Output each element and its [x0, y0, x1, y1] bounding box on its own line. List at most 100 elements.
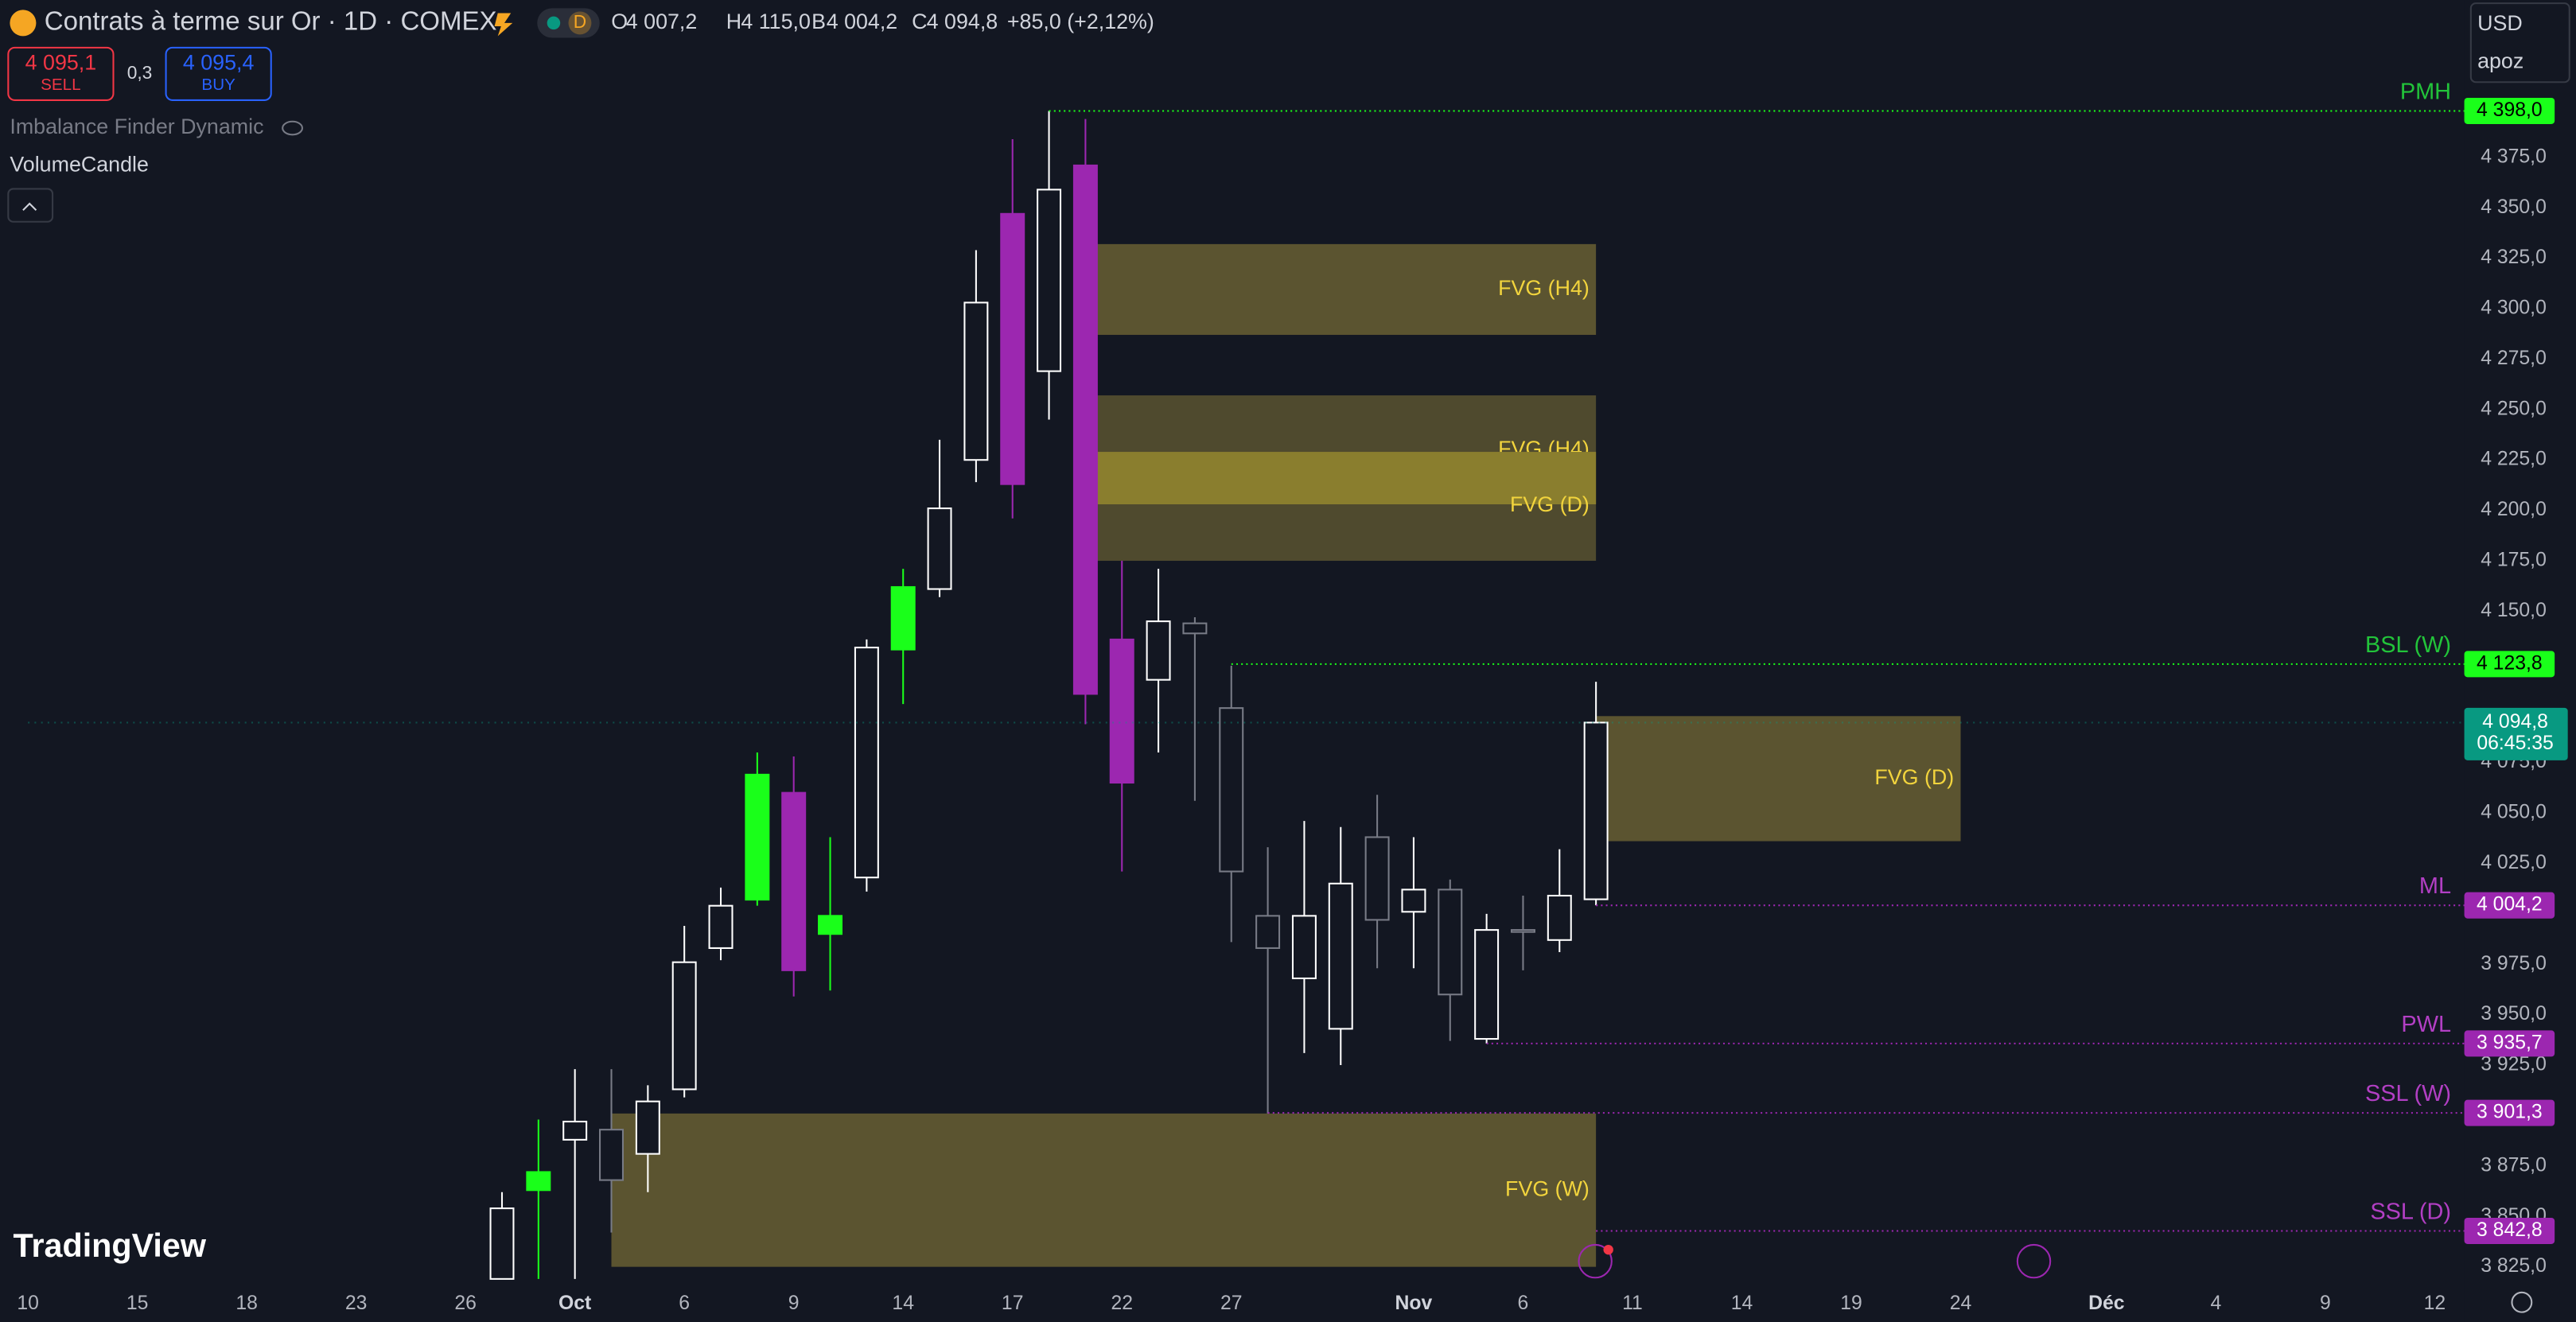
settings-icon[interactable] — [2511, 1291, 2533, 1313]
currency[interactable]: USD — [2477, 11, 2523, 35]
event-icon[interactable] — [2016, 1243, 2052, 1279]
candle-body — [1072, 164, 1098, 695]
level-price-box — [2464, 1099, 2555, 1126]
badge-bg — [568, 11, 592, 35]
x-tick-label: 27 — [1220, 1293, 1243, 1314]
candle-body — [890, 585, 916, 651]
indicator-name[interactable]: VolumeCandle — [10, 153, 149, 177]
candle-body — [562, 1121, 588, 1141]
candle-body — [745, 773, 770, 901]
currency-panel — [2469, 2, 2570, 84]
candle-body — [781, 791, 807, 971]
y-tick-label: 4 175,0 — [2481, 550, 2547, 571]
fvg-zone — [1096, 243, 1597, 335]
level-price-box — [2464, 892, 2555, 919]
candle-body — [1291, 915, 1317, 980]
candle-body — [708, 904, 733, 949]
y-tick-label: 3 975,0 — [2481, 953, 2547, 974]
last-price-box — [2464, 707, 2568, 760]
account[interactable]: apoz — [2477, 49, 2523, 73]
x-tick-label: 22 — [1111, 1293, 1133, 1314]
candle-body — [599, 1129, 624, 1181]
ohlc-key: O — [611, 10, 628, 33]
x-tick-label: 10 — [17, 1293, 39, 1314]
event-icon[interactable] — [1578, 1243, 1613, 1279]
candle-body — [526, 1171, 551, 1192]
candle-body — [1146, 620, 1171, 681]
market-status — [547, 16, 561, 30]
candle-body — [1000, 212, 1025, 485]
candle-body — [1401, 888, 1426, 913]
x-tick-label: 12 — [2424, 1293, 2446, 1314]
candle-body — [1438, 888, 1463, 996]
collapse-button[interactable] — [7, 188, 54, 223]
x-tick-label: Nov — [1395, 1293, 1433, 1314]
x-tick-label: 26 — [454, 1293, 477, 1314]
y-tick-label: 4 300,0 — [2481, 297, 2547, 319]
level-price-box — [2464, 1030, 2555, 1057]
level-price-box — [2464, 1217, 2555, 1245]
level-price: 4 123,8 — [2477, 652, 2543, 674]
level-price-box — [2464, 651, 2555, 678]
x-tick-label: 9 — [788, 1293, 800, 1314]
fvg-zone — [1596, 716, 1961, 842]
y-tick-label: 3 925,0 — [2481, 1054, 2547, 1075]
level-name: PWL — [2401, 1012, 2451, 1037]
candle-body — [1474, 929, 1500, 1040]
level-price: 4 004,2 — [2477, 894, 2543, 916]
x-tick-label: 14 — [1731, 1293, 1753, 1314]
flash-icon — [494, 13, 513, 37]
sell-price: 4 095,1 — [25, 51, 97, 75]
candle-body — [635, 1100, 660, 1155]
candle-body — [1328, 882, 1353, 1030]
buy-label: BUY — [201, 76, 235, 94]
candle-body — [1255, 915, 1281, 949]
candle-body — [927, 507, 952, 590]
y-tick-label: 4 200,0 — [2481, 499, 2547, 520]
countdown: 06:45:35 — [2477, 733, 2553, 754]
level-price: 3 842,8 — [2477, 1219, 2543, 1241]
x-tick-label: Déc — [2088, 1293, 2125, 1314]
interval-badge: D — [574, 11, 586, 32]
y-tick-label: 3 875,0 — [2481, 1154, 2547, 1176]
y-tick-label: 4 250,0 — [2481, 398, 2547, 419]
x-tick-label: 17 — [1002, 1293, 1024, 1314]
collapse-icon — [22, 202, 37, 211]
hide-icon[interactable] — [282, 120, 304, 136]
fvg-label: FVG (H4) — [1498, 276, 1590, 300]
sell-button[interactable] — [7, 46, 115, 101]
symbol-icon — [10, 10, 37, 37]
candle-body — [963, 301, 989, 461]
level-price: 4 398,0 — [2477, 99, 2543, 121]
ohlc-key: C — [912, 10, 927, 33]
level-name: SSL (D) — [2370, 1199, 2451, 1224]
y-tick-label: 4 150,0 — [2481, 600, 2547, 621]
candle-body — [489, 1207, 515, 1280]
ohlc-key: B — [811, 10, 826, 33]
buy-button[interactable] — [165, 46, 272, 101]
plot-area: 4 375,0 4 350,0 4 325,0 4 300,0 4 275,0 4 250… — [17, 0, 2576, 1322]
fvg-label: FVG (W) — [1505, 1176, 1590, 1200]
ohlc-value: 4 094,8 — [927, 10, 998, 33]
level-price-box — [2464, 97, 2555, 124]
candle-body — [1364, 836, 1390, 921]
candle-body — [854, 647, 879, 879]
spread: 0,3 — [127, 62, 153, 83]
level-price: 3 901,3 — [2477, 1102, 2543, 1123]
y-tick-label: 4 375,0 — [2481, 146, 2547, 167]
x-tick-label: 11 — [1622, 1293, 1643, 1314]
fvg-label: FVG (D) — [1874, 765, 1954, 789]
x-tick-label: Oct — [558, 1293, 591, 1314]
level-name: ML — [2419, 873, 2451, 899]
level-name: PMH — [2400, 79, 2451, 104]
fvg-zone — [1096, 452, 1597, 505]
x-tick-label: 4 — [2210, 1293, 2221, 1314]
x-tick-label: 24 — [1950, 1293, 1972, 1314]
y-tick-label: 4 025,0 — [2481, 852, 2547, 873]
y-tick-label: 4 350,0 — [2481, 196, 2547, 218]
indicator-name[interactable]: Imbalance Finder Dynamic — [10, 115, 263, 138]
y-tick-label: 4 050,0 — [2481, 802, 2547, 823]
candle-body — [1547, 894, 1572, 941]
level-name: SSL (W) — [2365, 1081, 2451, 1106]
candle-body — [1037, 189, 1062, 372]
